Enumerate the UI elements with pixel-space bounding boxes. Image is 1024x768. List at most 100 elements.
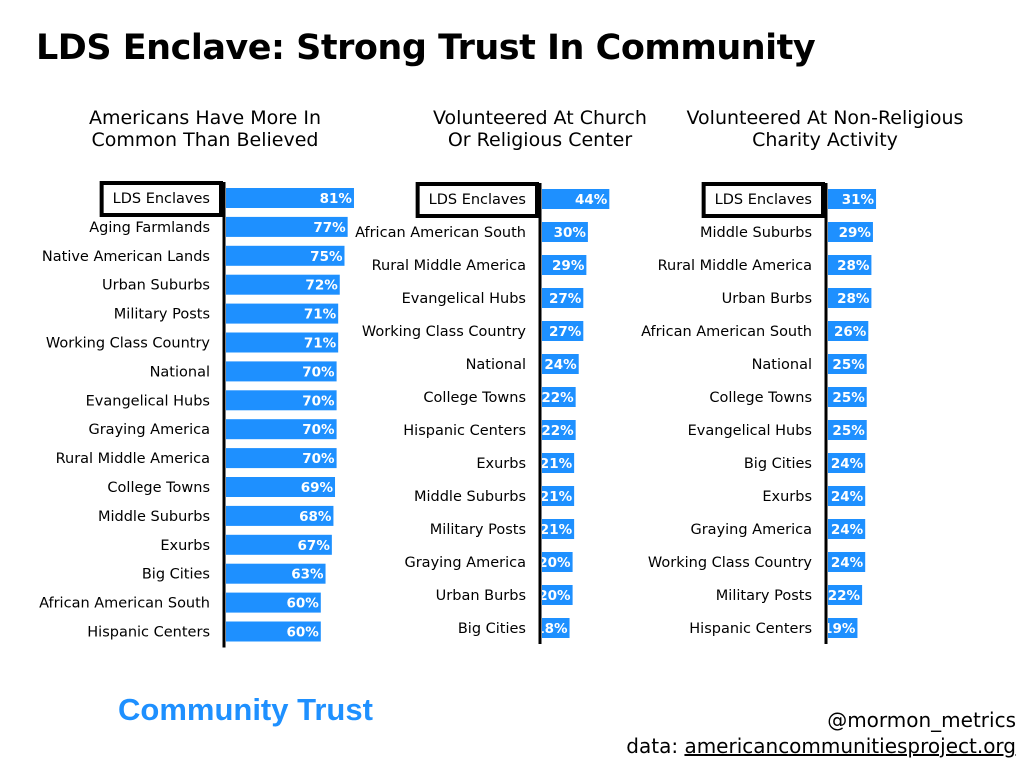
value-label: 22% xyxy=(541,423,574,439)
value-label: 31% xyxy=(842,192,875,208)
value-label: 71% xyxy=(304,336,337,352)
page-title: LDS Enclave: Strong Trust In Community xyxy=(36,28,816,68)
category-label: Exurbs xyxy=(476,456,526,472)
value-label: 26% xyxy=(834,324,867,340)
category-label: LDS Enclaves xyxy=(113,191,210,207)
chart-svg: LDS Enclaves 44% African American South 30%… xyxy=(355,182,610,644)
bar-lds-enclaves xyxy=(542,189,610,209)
bar-graying-america xyxy=(542,552,573,572)
source-link[interactable]: americancommunitiesproject.org xyxy=(684,734,1016,758)
bar-big-cities xyxy=(226,563,326,584)
value-label: 75% xyxy=(310,249,343,265)
bar-working-class-country xyxy=(542,321,584,341)
value-label: 68% xyxy=(299,509,332,525)
value-label: 70% xyxy=(302,364,335,380)
bar-rural-middle-america xyxy=(542,255,587,275)
bar-hispanic-centers xyxy=(828,618,858,638)
bar-working-class-country xyxy=(828,552,866,572)
value-label: 67% xyxy=(298,538,331,554)
bar-graying-america xyxy=(226,419,337,440)
category-label: Graying America xyxy=(88,422,210,438)
bar-graying-america xyxy=(828,519,866,539)
highlight-box xyxy=(701,182,825,218)
category-label: LDS Enclaves xyxy=(429,192,526,208)
highlight-box xyxy=(415,182,539,218)
category-label: African American South xyxy=(39,596,210,612)
value-label: 27% xyxy=(549,324,582,340)
bar-african-american-south xyxy=(828,321,869,341)
chart-title-community-trust: Americans Have More In Common Than Belie… xyxy=(88,107,322,151)
chart-church-volunteering: LDS Enclaves 44% African American South 30%… xyxy=(350,180,680,658)
bar-rural-middle-america xyxy=(226,448,337,469)
category-label: Big Cities xyxy=(142,567,210,583)
bar-exurbs xyxy=(542,453,575,473)
value-label: 60% xyxy=(286,625,319,641)
category-label: Exurbs xyxy=(160,538,210,554)
bar-middle-suburbs xyxy=(226,505,334,526)
bar-exurbs xyxy=(226,534,332,555)
category-label: National xyxy=(466,357,526,373)
value-label: 28% xyxy=(837,291,870,307)
value-label: 70% xyxy=(302,422,335,438)
bar-hispanic-centers xyxy=(542,420,576,440)
value-label: 25% xyxy=(832,357,865,373)
bar-hispanic-centers xyxy=(226,621,321,642)
value-label: 63% xyxy=(291,567,324,583)
value-label: 77% xyxy=(313,220,346,236)
chart-title-church-volunteering: Volunteered At Church Or Religious Cente… xyxy=(433,107,647,151)
chart-charity-volunteering: LDS Enclaves 31% Middle Suburbs 29% Rural Mi… xyxy=(636,180,966,658)
category-label: Big Cities xyxy=(744,456,812,472)
bar-national xyxy=(226,361,337,382)
bar-urban-burbs xyxy=(828,288,872,308)
bar-big-cities xyxy=(828,453,866,473)
bar-african-american-south xyxy=(226,592,321,613)
bar-big-cities xyxy=(542,618,570,638)
bar-african-american-south xyxy=(542,222,588,242)
category-label: African American South xyxy=(355,225,526,241)
bar-middle-suburbs xyxy=(828,222,873,242)
category-label: Working Class Country xyxy=(362,324,527,340)
legend-label: Community Trust xyxy=(118,692,373,727)
value-label: 21% xyxy=(540,489,573,505)
value-label: 22% xyxy=(541,390,574,406)
category-label: LDS Enclaves xyxy=(715,192,812,208)
source-line: data: americancommunitiesproject.org xyxy=(626,734,1016,758)
category-label: Rural Middle America xyxy=(56,451,210,467)
category-label: National xyxy=(752,357,812,373)
bar-college-towns xyxy=(226,477,336,497)
value-label: 70% xyxy=(302,451,335,467)
bar-evangelical-hubs xyxy=(828,420,867,440)
value-label: 72% xyxy=(305,278,338,294)
value-label: 25% xyxy=(832,390,865,406)
value-label: 44% xyxy=(575,192,608,208)
value-label: 29% xyxy=(839,225,872,241)
value-label: 60% xyxy=(286,596,319,612)
source-prefix: data: xyxy=(626,734,679,758)
value-label: 24% xyxy=(831,456,864,472)
bar-lds-enclaves xyxy=(226,188,354,208)
value-label: 20% xyxy=(538,555,571,571)
bar-working-class-country xyxy=(226,332,339,353)
value-label: 24% xyxy=(831,489,864,505)
value-label: 27% xyxy=(549,291,582,307)
bar-rural-middle-america xyxy=(828,255,872,275)
category-label: Working Class Country xyxy=(46,336,211,352)
value-label: 71% xyxy=(304,307,337,323)
value-label: 28% xyxy=(837,258,870,274)
category-label: Evangelical Hubs xyxy=(688,423,812,439)
category-label: Working Class Country xyxy=(648,555,813,571)
bar-urban-burbs xyxy=(542,585,573,605)
bar-national xyxy=(828,354,867,374)
value-label: 18% xyxy=(535,621,568,637)
bar-military-posts xyxy=(542,519,575,539)
value-label: 19% xyxy=(823,621,856,637)
category-label: College Towns xyxy=(709,390,812,406)
bar-military-posts xyxy=(828,585,863,605)
category-label: Middle Suburbs xyxy=(414,489,526,505)
category-label: Urban Suburbs xyxy=(102,278,210,294)
category-label: Big Cities xyxy=(458,621,526,637)
value-label: 21% xyxy=(540,522,573,538)
category-label: Urban Burbs xyxy=(722,291,812,307)
value-label: 81% xyxy=(320,191,353,207)
category-label: Aging Farmlands xyxy=(89,220,210,236)
